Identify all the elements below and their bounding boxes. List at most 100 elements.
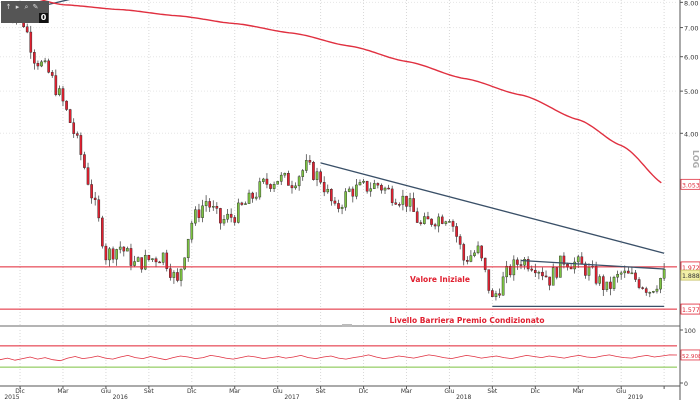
candle-down xyxy=(487,269,491,291)
candle-up xyxy=(437,216,440,227)
candle-down xyxy=(458,236,462,245)
candle-down xyxy=(176,272,179,281)
x-tick-label: Set xyxy=(487,388,498,395)
candle-down xyxy=(169,268,172,278)
candle-down xyxy=(158,261,161,264)
x-tick-label: Dic xyxy=(187,388,197,395)
candle-up xyxy=(315,171,319,180)
candle-up xyxy=(201,205,204,218)
candle-down xyxy=(451,221,455,227)
candle-down xyxy=(498,293,501,296)
candle-down xyxy=(466,259,469,262)
toolbar-cursor-icon[interactable]: ▸ xyxy=(15,3,20,11)
candle-down xyxy=(415,211,419,223)
candle-down xyxy=(519,264,523,266)
candle-down xyxy=(462,244,466,261)
toolbar-arrow-icon[interactable]: ↑ xyxy=(5,3,12,11)
candle-up xyxy=(619,272,623,275)
candle-up xyxy=(408,198,412,207)
candle-down xyxy=(25,26,29,33)
candle-up xyxy=(58,88,61,95)
candle-up xyxy=(347,188,351,192)
candle-down xyxy=(111,248,115,260)
candle-up xyxy=(304,160,308,171)
candle-down xyxy=(491,290,494,298)
candle-down xyxy=(483,257,487,270)
candle-down xyxy=(555,267,559,278)
candle-down xyxy=(122,246,126,252)
candle-down xyxy=(233,217,237,223)
level-label-barrier: Livello Barriera Premio Condizionato xyxy=(389,316,544,325)
candle-down xyxy=(533,269,537,274)
candle-down xyxy=(86,167,90,185)
candle-up xyxy=(372,183,376,189)
candle-down xyxy=(215,206,219,209)
candle-up xyxy=(383,187,387,191)
candle-up xyxy=(369,188,373,192)
candle-down xyxy=(594,265,598,284)
x-year-label: 2016 xyxy=(113,394,128,400)
candle-up xyxy=(211,206,215,208)
candle-down xyxy=(79,135,83,155)
candle-down xyxy=(390,188,394,203)
candle-down xyxy=(129,248,133,266)
candle-down xyxy=(430,218,433,225)
candle-down xyxy=(90,184,93,199)
candle-up xyxy=(448,221,451,223)
panel-resize-handle xyxy=(342,324,352,327)
candle-down xyxy=(548,276,551,286)
candle-down xyxy=(455,226,458,237)
candle-up xyxy=(616,274,619,278)
candle-up xyxy=(237,202,240,223)
candle-up xyxy=(133,261,136,266)
candle-down xyxy=(562,255,566,265)
toolbar-badge[interactable]: 0 xyxy=(39,13,48,23)
candle-down xyxy=(394,202,398,205)
candle-down xyxy=(480,245,483,259)
candle-down xyxy=(93,197,97,200)
candle-up xyxy=(630,272,634,275)
candle-up xyxy=(469,255,473,262)
candle-down xyxy=(165,252,169,269)
candle-down xyxy=(351,188,355,197)
candle-down xyxy=(140,257,144,270)
candle-up xyxy=(576,256,580,263)
last-price-badge-box xyxy=(680,269,700,281)
candle-up xyxy=(143,254,147,270)
candle-up xyxy=(473,252,476,256)
candle-up xyxy=(505,265,508,278)
candle-up xyxy=(254,196,258,199)
toolbar-edit-icon[interactable]: ✎ xyxy=(32,3,39,11)
candle-up xyxy=(587,266,591,276)
rsi-line xyxy=(0,354,678,362)
y-tick-label: 7.00 xyxy=(684,25,698,33)
x-tick-label: Set xyxy=(316,388,327,395)
candle-up xyxy=(190,222,194,240)
candle-up xyxy=(340,206,344,209)
candle-up xyxy=(262,178,265,182)
candle-up xyxy=(537,271,541,274)
candle-down xyxy=(83,154,86,168)
candle-down xyxy=(412,198,415,212)
toolbar-zoom-icon[interactable]: ⌕ xyxy=(24,3,29,11)
candle-down xyxy=(308,160,312,163)
candle-down xyxy=(197,209,201,218)
x-tick-label: Mar xyxy=(401,388,413,395)
candle-up xyxy=(623,270,627,274)
candle-down xyxy=(208,201,211,208)
candle-up xyxy=(648,292,652,294)
candle-up xyxy=(279,174,283,182)
candle-down xyxy=(50,72,54,76)
candle-up xyxy=(183,257,186,270)
candle-down xyxy=(641,287,644,289)
candle-down xyxy=(29,31,33,53)
candle-down xyxy=(240,202,244,205)
x-tick-label: Mar xyxy=(57,388,69,395)
candle-up xyxy=(659,278,662,290)
candle-up xyxy=(476,245,480,254)
candle-down xyxy=(627,270,630,274)
last-price-badge: 1.888 xyxy=(682,273,700,280)
rsi-value-badge-box xyxy=(680,349,700,361)
candle-down xyxy=(419,222,423,224)
